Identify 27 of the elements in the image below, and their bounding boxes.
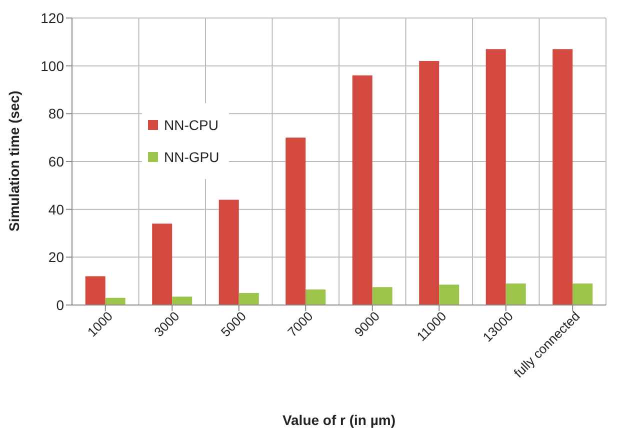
bar [506,283,526,305]
bar [152,224,172,305]
legend-label: NN-CPU [164,117,218,133]
x-axis-title: Value of r (in µm) [282,412,396,428]
y-tick-label: 60 [48,153,64,170]
bar [486,49,506,305]
bar [572,283,593,305]
bar [85,276,106,305]
bar [218,200,239,305]
bar [552,49,573,305]
bar [105,298,126,305]
y-tick-label: 0 [56,296,64,313]
bar [238,293,259,305]
y-axis-title: Simulation time (sec) [6,90,22,232]
bar [352,75,372,305]
legend-label: NN-GPU [164,149,220,165]
bar [306,289,326,305]
y-tick-label: 80 [48,106,64,122]
bar [372,287,392,305]
y-tick-label: 40 [48,201,64,218]
bar [172,296,192,305]
y-tick-label: 20 [48,249,64,266]
y-tick-label: 120 [40,10,64,26]
bar [419,61,440,305]
y-tick-label: 100 [40,58,64,74]
bar [439,284,460,305]
bar [286,138,306,305]
